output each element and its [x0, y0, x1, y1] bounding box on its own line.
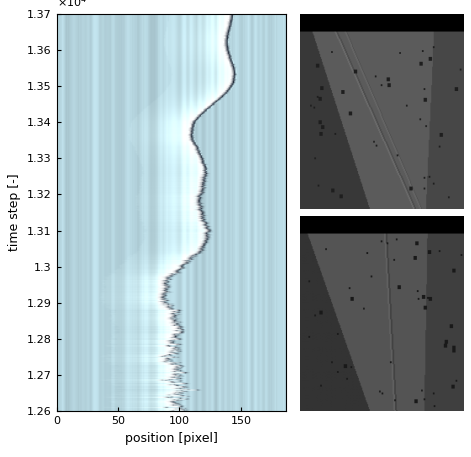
X-axis label: position [pixel]: position [pixel]: [125, 432, 218, 445]
Text: $\times10^4$: $\times10^4$: [57, 0, 87, 10]
Y-axis label: time step [-]: time step [-]: [8, 174, 21, 251]
